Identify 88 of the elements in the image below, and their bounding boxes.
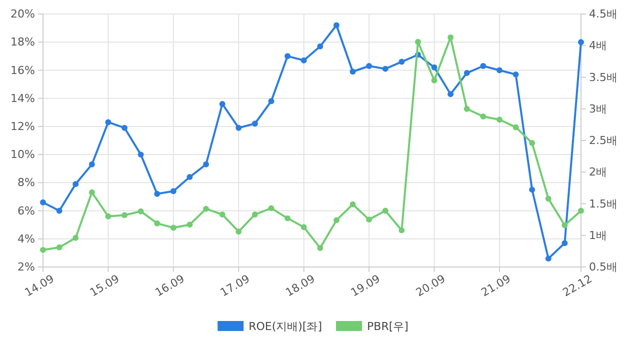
point [138,208,144,214]
y-tick-label: 6% [18,204,35,218]
y2-tick-label: 1배 [589,228,607,242]
point [464,106,470,112]
point [105,119,112,126]
legend-label: ROE(지배)[좌] [248,320,322,333]
point [170,188,176,194]
point [300,224,307,230]
point [186,174,193,180]
point [300,57,307,64]
point [431,64,438,70]
point [203,206,210,212]
point [350,68,356,75]
point [480,113,486,120]
y2-tick-label: 2.5배 [589,134,618,148]
y2-tick-label: 4.5배 [589,8,618,21]
point [88,189,95,196]
point [138,152,144,158]
point [154,220,160,226]
point [578,39,584,46]
y-tick-label: 12% [10,120,35,133]
point [154,190,160,197]
y-tick-label: 16% [10,64,35,77]
point [56,244,62,250]
point [512,124,519,130]
point [56,208,62,214]
point [464,70,470,76]
point [398,58,405,65]
point [268,205,274,212]
point [72,234,79,241]
point [382,208,388,214]
point [170,224,176,231]
point [203,161,210,168]
point [284,53,291,60]
point [431,77,438,84]
point [496,67,502,74]
point [105,213,112,220]
point [40,246,46,253]
point [382,66,388,72]
point [268,98,274,104]
legend-label: PBR[우] [367,320,408,333]
point [88,161,95,168]
y-tick-label: 18% [10,36,35,49]
y-tick-label: 2% [18,260,35,274]
y2-tick-label: 0.5배 [589,260,618,274]
point [529,140,536,146]
point [122,124,128,131]
point [72,181,79,188]
point [545,256,552,262]
point [366,216,372,223]
point [496,116,502,123]
point [317,43,324,50]
point [284,215,291,222]
y-tick-label: 10% [10,148,35,162]
y2-tick-label: 4배 [589,39,607,52]
point [219,212,226,218]
point [366,63,372,69]
point [480,63,486,69]
point [448,91,454,98]
y-tick-label: 4% [18,232,35,246]
y2-tick-label: 3배 [589,102,607,116]
point [562,222,568,228]
point [562,240,568,246]
point [333,217,340,224]
point [545,196,552,202]
y-tick-label: 20% [10,8,35,21]
point [448,34,454,40]
point [529,186,536,193]
point [252,120,258,127]
point [40,199,46,206]
point [578,208,584,214]
point [236,228,242,235]
y2-tick-label: 3.5배 [589,70,618,84]
point [414,38,421,45]
point [236,124,242,131]
point [512,71,519,78]
point [219,100,226,107]
y2-tick-label: 1.5배 [589,197,618,210]
y-tick-label: 8% [18,176,35,190]
y-tick-label: 14% [10,92,35,105]
point [398,227,405,234]
point [252,212,258,218]
y2-tick-label: 2배 [589,166,607,179]
point [317,245,324,252]
point [186,222,193,228]
point [122,212,128,218]
point [350,201,356,208]
point [333,22,340,28]
